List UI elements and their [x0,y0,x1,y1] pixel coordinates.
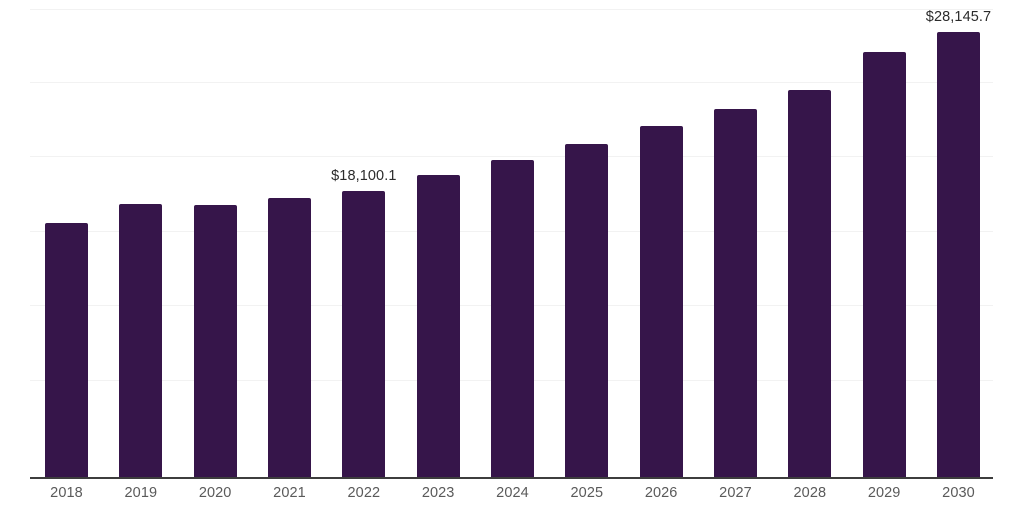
bar-group[interactable] [714,0,757,478]
x-tick-label-2028: 2028 [793,485,827,501]
x-axis-line [30,477,993,479]
bar[interactable] [45,223,88,478]
plot-area [45,0,980,478]
bar[interactable] [565,143,609,478]
bar[interactable] [193,205,237,478]
x-axis-tick-labels: 2018 2019 2020 2021 2022 2023 2024 2025 2026 2027… [0,479,1024,512]
bar-group[interactable] [193,0,237,478]
bar-value-label: $28,145.7 [925,9,992,25]
x-tick-label-2029: 2029 [867,485,901,501]
bar[interactable] [491,160,534,478]
bar[interactable] [862,51,906,478]
x-tick-label-2021: 2021 [273,485,306,501]
bar-group[interactable] [788,0,832,478]
bar[interactable] [268,198,311,478]
bar[interactable] [342,191,386,478]
bar[interactable] [788,89,832,478]
bar[interactable] [119,204,163,478]
bar-group[interactable] [639,0,683,478]
x-tick-label-2018: 2018 [50,485,83,501]
x-tick-label-2022: 2022 [347,485,381,501]
bar[interactable] [937,32,980,478]
bar-group[interactable] [565,0,609,478]
bar-group[interactable] [416,0,460,478]
bar-group[interactable] [342,0,386,478]
bar[interactable] [416,175,460,478]
bar[interactable] [639,125,683,478]
x-tick-label-2025: 2025 [570,485,604,501]
x-tick-label-2030: 2030 [942,485,975,501]
x-tick-label-2019: 2019 [124,485,158,501]
x-tick-label-2026: 2026 [644,485,678,501]
bar-group[interactable] [491,0,534,478]
bar-value-label: $18,100.1 [331,168,397,185]
x-tick-label-2023: 2023 [421,485,455,501]
x-tick-label-2020: 2020 [198,485,232,501]
bar-group[interactable] [45,0,88,478]
x-tick-label-2024: 2024 [496,485,529,501]
x-tick-label-2027: 2027 [719,485,752,501]
bar-group[interactable] [937,0,980,478]
bar-group[interactable] [862,0,906,478]
bar[interactable] [714,108,757,478]
bar-group[interactable] [268,0,311,478]
bar-group[interactable] [119,0,163,478]
